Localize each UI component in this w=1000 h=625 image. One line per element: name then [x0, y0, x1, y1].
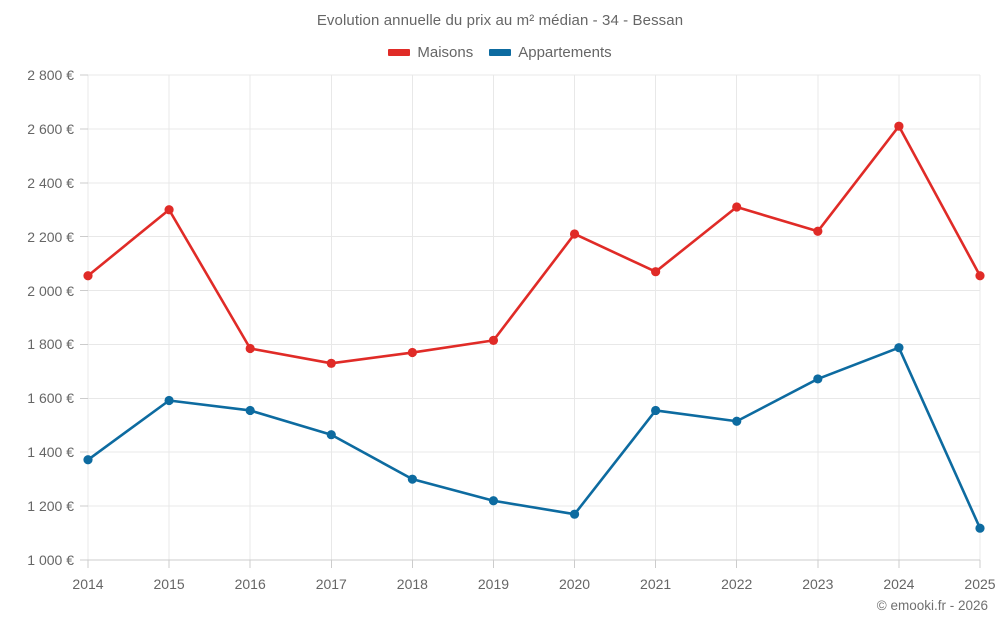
data-point[interactable] — [975, 271, 985, 281]
data-point[interactable] — [894, 121, 904, 131]
y-axis-tick-label: 1 600 € — [27, 390, 74, 407]
x-axis-tick-label: 2015 — [153, 576, 185, 592]
data-point[interactable] — [245, 343, 255, 354]
series-line-appartements — [86, 346, 982, 530]
data-point[interactable] — [732, 202, 742, 212]
data-point[interactable] — [569, 229, 580, 239]
data-point[interactable] — [407, 347, 417, 358]
data-point[interactable] — [975, 523, 985, 533]
x-axis-tick-label: 2018 — [396, 576, 428, 592]
data-point[interactable] — [164, 205, 174, 215]
legend-item-maisons[interactable]: Maisons — [388, 44, 473, 61]
x-axis-tick-label: 2020 — [558, 576, 591, 592]
data-point[interactable] — [651, 267, 661, 277]
y-axis-tick-label: 2 600 € — [27, 120, 74, 137]
y-axis-tick-label: 1 200 € — [27, 498, 74, 515]
data-point[interactable] — [569, 509, 580, 519]
y-axis-tick-label: 2 200 € — [27, 228, 74, 245]
grid-lines — [87, 74, 981, 561]
y-axis-tick-label: 2 400 € — [27, 174, 74, 191]
x-axis-tick-label: 2024 — [883, 576, 915, 592]
data-point[interactable] — [488, 335, 499, 345]
data-point[interactable] — [407, 474, 417, 484]
data-point[interactable] — [894, 343, 904, 353]
legend-label-appartements: Appartements — [518, 44, 612, 61]
data-point[interactable] — [651, 405, 661, 416]
data-point[interactable] — [83, 271, 93, 281]
y-axis-tick-label: 2 000 € — [27, 282, 74, 299]
x-axis-tick-label: 2017 — [315, 576, 347, 592]
page-title: Evolution annuelle du prix au m² médian … — [316, 12, 684, 29]
data-point[interactable] — [813, 226, 823, 236]
data-point[interactable] — [732, 416, 742, 426]
data-point[interactable] — [83, 455, 93, 465]
chart-legend: Maisons Appartements — [0, 44, 1000, 61]
data-point[interactable] — [326, 430, 336, 440]
credit-text: © emooki.fr - 2026 — [876, 598, 988, 613]
data-point[interactable] — [164, 395, 174, 406]
series-line-maisons — [86, 124, 982, 365]
y-axis-tick-label: 2 800 € — [27, 67, 74, 83]
x-axis-tick-label: 2025 — [964, 576, 996, 592]
y-axis-tick-label: 1 800 € — [27, 336, 74, 353]
data-point[interactable] — [245, 405, 255, 416]
y-axis-tick-label: 1 400 € — [27, 444, 74, 461]
x-axis-tick-label: 2019 — [477, 576, 510, 592]
x-axis-tick-label: 2023 — [802, 576, 834, 592]
data-point[interactable] — [813, 374, 823, 384]
data-series — [83, 121, 985, 533]
y-axis-tick-label: 1 000 € — [27, 552, 74, 568]
data-point[interactable] — [326, 358, 336, 368]
x-axis-tick-label: 2021 — [640, 576, 672, 592]
legend-label-maisons: Maisons — [417, 44, 474, 61]
data-point[interactable] — [488, 496, 499, 506]
legend-swatch-maisons — [388, 49, 411, 56]
legend-item-appartements[interactable]: Appartements — [489, 44, 612, 61]
axis-lines — [80, 74, 981, 568]
x-axis-tick-label: 2022 — [721, 576, 753, 592]
legend-swatch-appartements — [489, 49, 512, 56]
x-axis-tick-label: 2014 — [72, 576, 104, 592]
x-axis-tick-label: 2016 — [234, 576, 266, 592]
